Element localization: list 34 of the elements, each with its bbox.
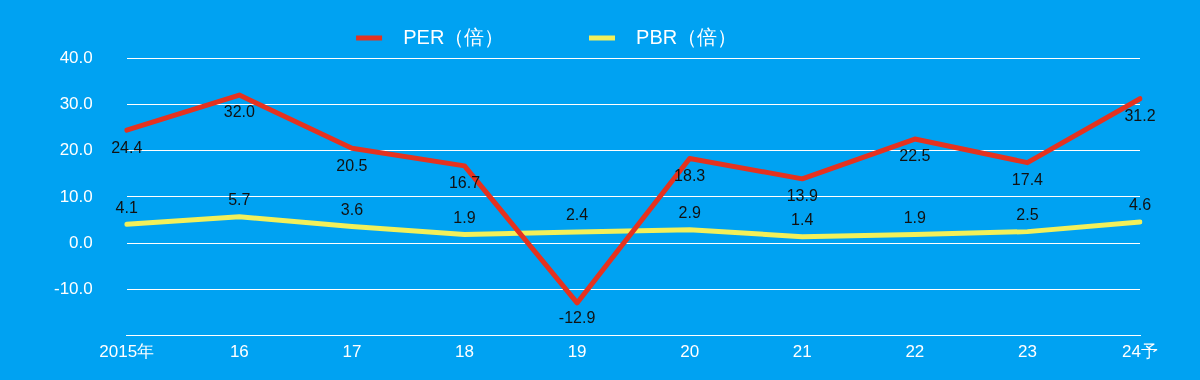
data-label: 4.6 bbox=[1128, 196, 1152, 214]
data-label: 1.4 bbox=[791, 211, 814, 229]
x-tick-label: 24予 bbox=[1122, 341, 1158, 361]
y-tick-label: -10.0 bbox=[54, 279, 93, 299]
legend-label: PER（倍） bbox=[392, 25, 572, 48]
y-tick-label: 30.0 bbox=[59, 93, 93, 113]
data-label: 2.9 bbox=[678, 204, 701, 222]
data-label: 1.9 bbox=[453, 208, 476, 226]
y-tick-label: 0.0 bbox=[69, 232, 93, 252]
x-tick-label: 16 bbox=[229, 341, 249, 361]
y-tick-label: 10.0 bbox=[59, 186, 93, 206]
data-label: 20.5 bbox=[336, 156, 368, 174]
data-label: 1.9 bbox=[903, 208, 927, 226]
y-tick-label: 20.0 bbox=[59, 140, 93, 160]
x-tick-label: 19 bbox=[567, 341, 587, 361]
data-label: 3.6 bbox=[340, 200, 364, 218]
data-label: 4.1 bbox=[115, 198, 138, 216]
x-tick-label: 21 bbox=[792, 341, 812, 361]
x-tick-label: 17 bbox=[342, 341, 362, 361]
legend-label: PBR（倍） bbox=[625, 25, 804, 48]
data-label: 2.4 bbox=[565, 206, 589, 224]
x-tick-label: 20 bbox=[680, 341, 700, 361]
data-label: -12.9 bbox=[558, 309, 596, 327]
x-tick-label: 2015年 bbox=[99, 341, 155, 361]
x-tick-label: 23 bbox=[1017, 341, 1037, 361]
data-label: 22.5 bbox=[899, 147, 931, 165]
data-label: 24.4 bbox=[111, 138, 143, 156]
data-label: 17.4 bbox=[1011, 171, 1044, 189]
y-tick-label: 40.0 bbox=[59, 47, 93, 67]
x-tick-label: 18 bbox=[455, 341, 474, 361]
data-label: 32.0 bbox=[223, 103, 255, 121]
data-label: 31.2 bbox=[1124, 107, 1156, 125]
data-label: 2.5 bbox=[1016, 206, 1039, 224]
x-tick-label: 22 bbox=[905, 341, 925, 361]
